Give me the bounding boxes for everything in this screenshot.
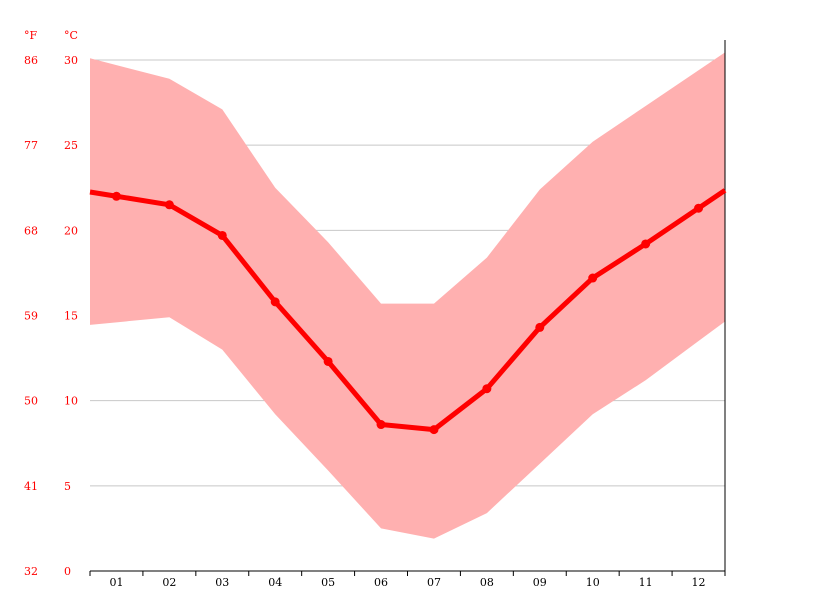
average-temperature-points: [111, 191, 704, 435]
data-point-08: [482, 384, 492, 394]
x-tick-label: 06: [374, 576, 388, 589]
data-point-11: [641, 239, 651, 249]
x-tick-label: 07: [427, 576, 441, 589]
y-tick-label-f: 77: [24, 139, 38, 152]
y-tick-label-c: 10: [64, 395, 78, 408]
y-tick-label-f: 32: [24, 565, 38, 578]
y-tick-label-c: 30: [64, 54, 78, 67]
y-tick-label-f: 86: [24, 54, 38, 67]
x-tick-label: 04: [268, 576, 282, 589]
y-tick-label-f: 68: [24, 224, 38, 237]
data-point-07: [429, 425, 439, 435]
x-axis-labels: 01 02 03 04 05 06 07 08 09 10 11 12: [109, 576, 705, 589]
data-point-10: [588, 273, 598, 283]
x-tick-label: 02: [162, 576, 176, 589]
data-point-02: [164, 200, 174, 210]
data-point-03: [217, 230, 227, 240]
temperature-range-band: [90, 52, 725, 539]
x-tick-label: 09: [533, 576, 547, 589]
y-tick-label-f: 50: [24, 395, 38, 408]
data-point-01: [111, 191, 121, 201]
x-tick-label: 11: [639, 576, 653, 589]
average-temperature-line: [89, 188, 727, 433]
data-point-12: [694, 203, 704, 213]
x-tick-label: 08: [480, 576, 494, 589]
y-tick-label-c: 15: [64, 310, 78, 323]
x-tick-label: 05: [321, 576, 335, 589]
x-tick-label: 12: [692, 576, 706, 589]
axes: [89, 40, 726, 576]
y-tick-label-c: 0: [64, 565, 71, 578]
x-tick-label: 10: [586, 576, 600, 589]
y-tick-label-c: 20: [64, 224, 78, 237]
data-point-09: [535, 322, 545, 332]
y-tick-label-c: 25: [64, 139, 78, 152]
y-tick-label-c: 5: [64, 480, 71, 493]
y-axis-labels: °F °C 32 0 41 5 50 10 59 15 68 20 77 25 86 30: [24, 29, 78, 578]
data-point-05: [323, 356, 333, 366]
data-point-04: [270, 297, 280, 307]
x-tick-label: 03: [215, 576, 229, 589]
y-unit-fahrenheit: °F: [24, 29, 38, 42]
data-point-06: [376, 420, 386, 430]
y-unit-celsius: °C: [64, 29, 78, 42]
y-tick-label-f: 59: [24, 310, 38, 323]
x-tick-label: 01: [109, 576, 123, 589]
y-tick-label-f: 41: [24, 480, 38, 493]
